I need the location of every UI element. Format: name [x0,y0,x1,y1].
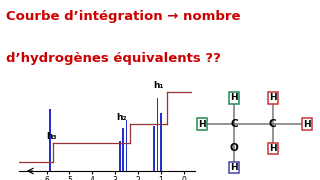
Bar [119,141,121,171]
Bar [126,120,127,171]
Text: Courbe d’intégration → nombre: Courbe d’intégration → nombre [6,10,241,23]
Text: H: H [269,93,276,102]
Text: h₂: h₂ [116,113,127,122]
Bar [49,109,51,171]
Text: H: H [198,120,206,129]
Bar [153,126,155,171]
Text: H: H [230,93,238,102]
Text: O: O [230,143,239,154]
Bar [160,113,162,171]
Bar [123,128,124,171]
Text: h₁: h₁ [153,81,163,90]
Text: C: C [269,119,276,129]
Text: h₃: h₃ [46,132,57,141]
Text: H: H [269,144,276,153]
Text: C: C [230,119,238,129]
Bar [157,98,158,171]
Text: H: H [303,120,311,129]
Text: H: H [230,163,238,172]
Text: d’hydrogènes équivalents ??: d’hydrogènes équivalents ?? [6,52,221,66]
